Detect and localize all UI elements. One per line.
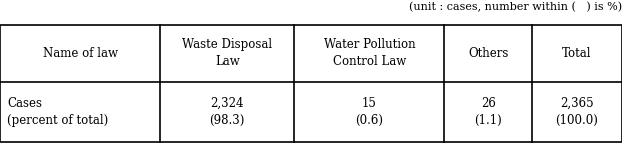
Text: 2,324
(98.3): 2,324 (98.3) xyxy=(210,97,245,127)
Text: 15
(0.6): 15 (0.6) xyxy=(355,97,383,127)
Text: Cases
(percent of total): Cases (percent of total) xyxy=(7,97,109,127)
Bar xyxy=(0,25,622,142)
Text: Name of law: Name of law xyxy=(42,47,118,60)
Text: Waste Disposal
Law: Waste Disposal Law xyxy=(182,38,272,68)
Text: Others: Others xyxy=(468,47,508,60)
Text: 26
(1.1): 26 (1.1) xyxy=(475,97,502,127)
Text: 2,365
(100.0): 2,365 (100.0) xyxy=(555,97,598,127)
Text: Total: Total xyxy=(562,47,592,60)
Text: (unit : cases, number within (   ) is %): (unit : cases, number within ( ) is %) xyxy=(409,1,622,12)
Text: Water Pollution
Control Law: Water Pollution Control Law xyxy=(323,38,415,68)
